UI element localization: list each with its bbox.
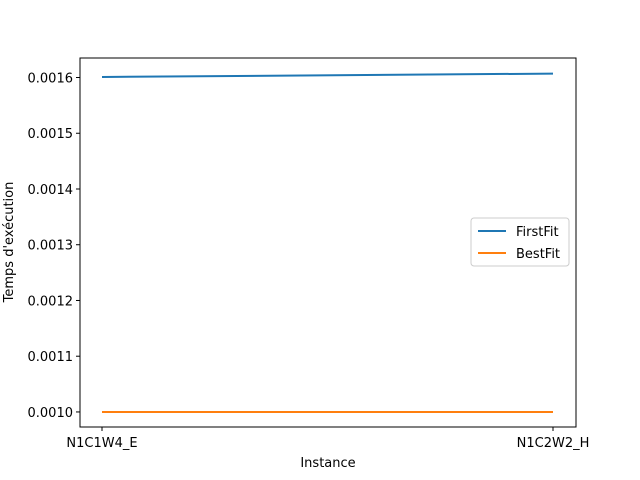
y-tick-label: 0.0013 bbox=[28, 239, 74, 254]
y-tick-label: 0.0011 bbox=[28, 350, 74, 365]
legend: FirstFit BestFit bbox=[470, 217, 570, 267]
y-tick-label: 0.0016 bbox=[28, 72, 74, 87]
y-axis-ticks: 0.0010 0.0011 0.0012 0.0013 0.0014 0.0015 0.00… bbox=[28, 72, 80, 421]
x-axis-ticks: N1C1W4_E N1C2W2_H bbox=[66, 427, 589, 451]
legend-label-bestfit: BestFit bbox=[516, 247, 560, 262]
y-tick-label: 0.0014 bbox=[28, 183, 74, 198]
y-tick-label: 0.0012 bbox=[28, 294, 74, 309]
plot-frame bbox=[79, 57, 577, 428]
y-axis-label: Temps d'exécution bbox=[2, 182, 17, 304]
legend-label-firstfit: FirstFit bbox=[516, 225, 559, 240]
y-tick-label: 0.0015 bbox=[28, 127, 74, 142]
x-tick-label: N1C1W4_E bbox=[66, 436, 137, 451]
x-axis-label: Instance bbox=[300, 456, 355, 471]
series-line-firstfit bbox=[101, 72, 554, 78]
series-lines bbox=[101, 72, 554, 413]
x-tick-label: N1C2W2_H bbox=[517, 436, 590, 451]
y-tick-label: 0.0010 bbox=[28, 406, 74, 421]
